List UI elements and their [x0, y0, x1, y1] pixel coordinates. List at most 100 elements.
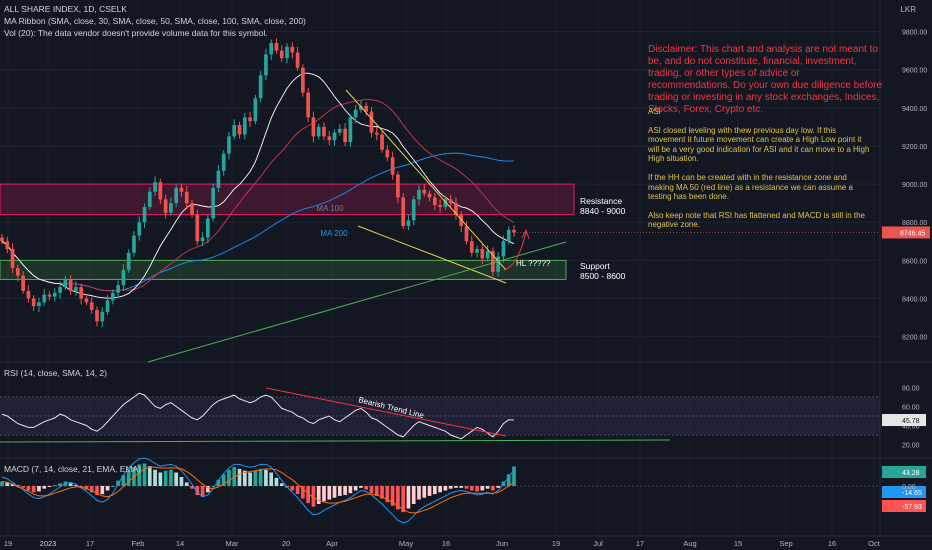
- candle[interactable]: [264, 54, 268, 76]
- macd-histogram-bar[interactable]: [74, 485, 78, 487]
- macd-histogram-bar[interactable]: [258, 468, 263, 486]
- ma-ribbon-legend[interactable]: MA Ribbon (SMA, close, 30, SMA, close, 5…: [4, 16, 306, 26]
- candle[interactable]: [448, 199, 453, 204]
- candle[interactable]: [480, 248, 485, 259]
- candle[interactable]: [195, 214, 200, 242]
- candles[interactable]: [0, 38, 516, 328]
- candle[interactable]: [469, 241, 474, 253]
- macd-histogram-bar[interactable]: [126, 470, 131, 486]
- macd-histogram-bar[interactable]: [406, 486, 411, 509]
- candle[interactable]: [432, 197, 437, 206]
- macd-histogram-bar[interactable]: [491, 486, 495, 491]
- macd-histogram-bar[interactable]: [31, 486, 36, 493]
- candle[interactable]: [147, 191, 152, 207]
- macd-histogram-bar[interactable]: [459, 486, 464, 488]
- candle[interactable]: [411, 199, 416, 221]
- macd-histogram-bar[interactable]: [512, 466, 516, 486]
- macd-histogram-bar[interactable]: [158, 472, 163, 487]
- macd-histogram-bar[interactable]: [200, 486, 205, 497]
- macd-histogram-bar[interactable]: [179, 477, 184, 486]
- macd-histogram-bar[interactable]: [211, 486, 215, 487]
- macd-histogram-bar[interactable]: [279, 483, 284, 486]
- candle[interactable]: [443, 199, 448, 207]
- macd-histogram-bar[interactable]: [147, 466, 152, 486]
- macd-histogram-bar[interactable]: [206, 486, 210, 493]
- macd-histogram-bar[interactable]: [237, 468, 242, 486]
- macd-histogram-bar[interactable]: [253, 470, 258, 486]
- candle[interactable]: [306, 92, 310, 118]
- macd-histogram-bar[interactable]: [469, 486, 474, 491]
- candle[interactable]: [322, 126, 326, 137]
- macd-histogram-bar[interactable]: [26, 486, 31, 491]
- macd-histogram-bar[interactable]: [327, 486, 332, 500]
- macd-histogram-bar[interactable]: [216, 479, 221, 486]
- candle[interactable]: [390, 157, 395, 175]
- macd-histogram-bar[interactable]: [110, 486, 115, 487]
- candle[interactable]: [237, 124, 242, 135]
- macd-histogram-bar[interactable]: [364, 486, 369, 490]
- candle[interactable]: [221, 153, 226, 171]
- candle[interactable]: [179, 187, 184, 192]
- macd-histogram-bar[interactable]: [5, 482, 10, 486]
- macd-histogram-bar[interactable]: [369, 486, 374, 494]
- macd-histogram-bar[interactable]: [242, 470, 247, 486]
- candle[interactable]: [242, 117, 247, 135]
- candle[interactable]: [211, 187, 215, 219]
- macd-histogram-bar[interactable]: [100, 486, 105, 495]
- candle[interactable]: [337, 128, 342, 133]
- macd-histogram-bar[interactable]: [190, 486, 194, 489]
- macd-histogram-bar[interactable]: [306, 486, 310, 504]
- macd-histogram-bar[interactable]: [163, 470, 168, 486]
- rsi-line[interactable]: [1, 392, 515, 440]
- candle[interactable]: [158, 182, 163, 200]
- candle[interactable]: [110, 292, 115, 301]
- macd-histogram-bar[interactable]: [137, 464, 142, 486]
- macd-histogram-bar[interactable]: [10, 483, 15, 486]
- candle[interactable]: [0, 237, 4, 242]
- signal-line[interactable]: [1, 466, 515, 514]
- candle[interactable]: [10, 248, 15, 268]
- candle[interactable]: [216, 170, 221, 188]
- green-trendline[interactable]: [147, 241, 567, 363]
- macd-histogram-bar[interactable]: [121, 475, 126, 486]
- macd-histogram-bar[interactable]: [290, 486, 295, 491]
- candle[interactable]: [380, 134, 384, 150]
- candle[interactable]: [190, 203, 194, 215]
- candle[interactable]: [401, 197, 406, 227]
- macd-histogram-bar[interactable]: [353, 486, 358, 491]
- rsi-support-line[interactable]: [0, 439, 671, 443]
- macd-histogram-bar[interactable]: [316, 486, 321, 504]
- symbol-title[interactable]: ALL SHARE INDEX, 1D, CSELK: [4, 4, 127, 14]
- candle[interactable]: [353, 109, 358, 118]
- macd-histogram-bar[interactable]: [343, 486, 347, 495]
- macd-histogram-bar[interactable]: [301, 486, 305, 499]
- macd-histogram-bar[interactable]: [348, 486, 353, 494]
- candle[interactable]: [438, 205, 442, 207]
- rsi-legend[interactable]: RSI (14, close, SMA, 14, 2): [4, 368, 107, 378]
- macd-histogram-bar[interactable]: [337, 486, 342, 496]
- candle[interactable]: [417, 189, 421, 200]
- yellow-trendline-upper[interactable]: [345, 89, 507, 271]
- candle[interactable]: [137, 222, 142, 236]
- macd-histogram-bar[interactable]: [184, 482, 189, 486]
- candle[interactable]: [406, 220, 411, 227]
- candle[interactable]: [68, 279, 73, 291]
- candle[interactable]: [26, 290, 31, 299]
- macd-histogram-bar[interactable]: [52, 485, 57, 487]
- candle[interactable]: [174, 187, 179, 204]
- candle[interactable]: [311, 117, 316, 137]
- macd-histogram-bar[interactable]: [427, 486, 432, 496]
- macd-histogram-bar[interactable]: [322, 486, 326, 502]
- bearish-trendline[interactable]: [265, 387, 507, 437]
- volume-legend[interactable]: Vol (20): The data vendor doesn't provid…: [4, 28, 268, 38]
- candle[interactable]: [496, 256, 501, 272]
- candle[interactable]: [475, 248, 479, 253]
- macd-histogram-bar[interactable]: [332, 486, 337, 498]
- candle[interactable]: [126, 252, 131, 270]
- candle[interactable]: [374, 132, 379, 135]
- candle[interactable]: [89, 302, 94, 310]
- candle[interactable]: [200, 237, 205, 242]
- candle[interactable]: [232, 124, 237, 137]
- macd-histogram-bar[interactable]: [248, 472, 252, 487]
